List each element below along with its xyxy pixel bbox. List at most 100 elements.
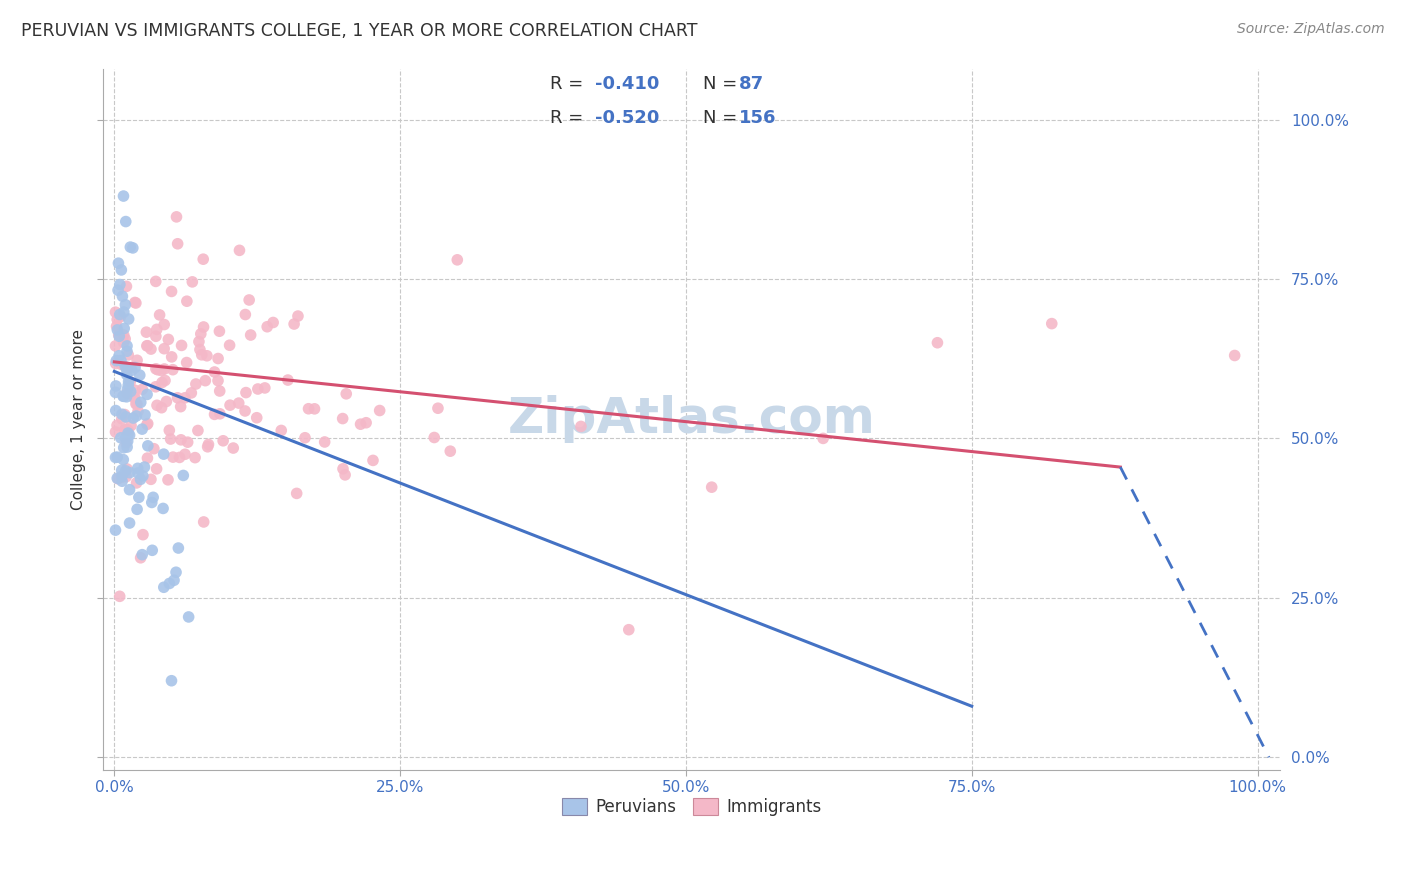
Point (104, 523, 127, 537)
Point (426, 401, 449, 416)
Point (153, 318, 176, 332)
Point (115, 344, 138, 359)
Point (160, 285, 183, 299)
Point (157, 576, 180, 591)
Point (112, 452, 135, 467)
Point (423, 430, 446, 444)
Text: Source: ZipAtlas.com: Source: ZipAtlas.com (1237, 22, 1385, 37)
Point (197, 437, 219, 451)
Point (105, 450, 128, 465)
Point (115, 436, 138, 450)
Point (218, 338, 240, 352)
Point (166, 210, 188, 224)
Point (112, 389, 135, 403)
Point (117, 434, 139, 449)
Point (219, 398, 242, 412)
Point (335, 387, 357, 401)
Point (153, 342, 176, 356)
Text: 87: 87 (738, 75, 763, 93)
Point (104, 450, 127, 465)
Point (111, 469, 134, 483)
Point (1040, 317, 1063, 331)
Point (124, 390, 146, 404)
Point (112, 305, 135, 319)
Text: N =: N = (703, 109, 744, 127)
Point (294, 431, 316, 445)
Point (115, 279, 138, 293)
Point (208, 407, 231, 421)
Point (204, 408, 226, 422)
Point (108, 308, 131, 322)
Point (146, 363, 169, 377)
Point (150, 363, 173, 377)
Point (131, 382, 153, 396)
Point (115, 469, 138, 483)
Point (111, 474, 134, 488)
Point (104, 403, 127, 417)
Point (181, 275, 204, 289)
Point (112, 335, 135, 350)
Point (117, 361, 139, 376)
Point (617, 623, 640, 637)
Point (141, 495, 163, 509)
Point (124, 295, 146, 310)
Point (287, 309, 309, 323)
Point (145, 380, 167, 394)
Point (107, 283, 129, 297)
Point (146, 398, 169, 412)
Point (112, 189, 135, 203)
Point (157, 333, 180, 347)
Point (233, 308, 256, 322)
Text: PERUVIAN VS IMMIGRANTS COLLEGE, 1 YEAR OR MORE CORRELATION CHART: PERUVIAN VS IMMIGRANTS COLLEGE, 1 YEAR O… (21, 22, 697, 40)
Point (170, 338, 193, 352)
Point (132, 527, 155, 541)
Point (235, 385, 257, 400)
Point (117, 375, 139, 389)
Point (208, 324, 231, 338)
Point (187, 334, 209, 349)
Point (157, 423, 180, 437)
Point (125, 296, 148, 310)
Point (256, 319, 278, 334)
Point (136, 417, 159, 432)
Point (115, 386, 138, 401)
Point (114, 332, 136, 346)
Point (162, 450, 184, 464)
Point (108, 277, 131, 292)
Point (569, 419, 592, 434)
Text: -0.520: -0.520 (595, 109, 659, 127)
Point (184, 450, 207, 465)
Point (228, 396, 250, 410)
Point (152, 501, 174, 516)
Point (115, 462, 138, 476)
Point (127, 404, 149, 418)
Point (149, 308, 172, 322)
Point (105, 312, 128, 326)
Point (118, 516, 141, 530)
Point (174, 447, 197, 461)
Point (135, 339, 157, 353)
Point (125, 409, 148, 423)
Point (700, 480, 723, 494)
Point (176, 435, 198, 450)
Point (163, 574, 186, 588)
Point (136, 387, 159, 401)
Text: N =: N = (703, 75, 744, 93)
Point (125, 397, 148, 411)
Point (114, 298, 136, 312)
Point (104, 385, 127, 400)
Point (115, 368, 138, 382)
Point (246, 382, 269, 396)
Point (112, 321, 135, 335)
Point (172, 468, 194, 483)
Point (120, 375, 142, 389)
Point (139, 472, 162, 486)
Point (104, 339, 127, 353)
Text: 156: 156 (738, 109, 776, 127)
Point (228, 244, 250, 258)
Point (110, 310, 132, 324)
Point (811, 431, 834, 445)
Point (128, 368, 150, 383)
Point (145, 274, 167, 288)
Point (277, 373, 299, 387)
